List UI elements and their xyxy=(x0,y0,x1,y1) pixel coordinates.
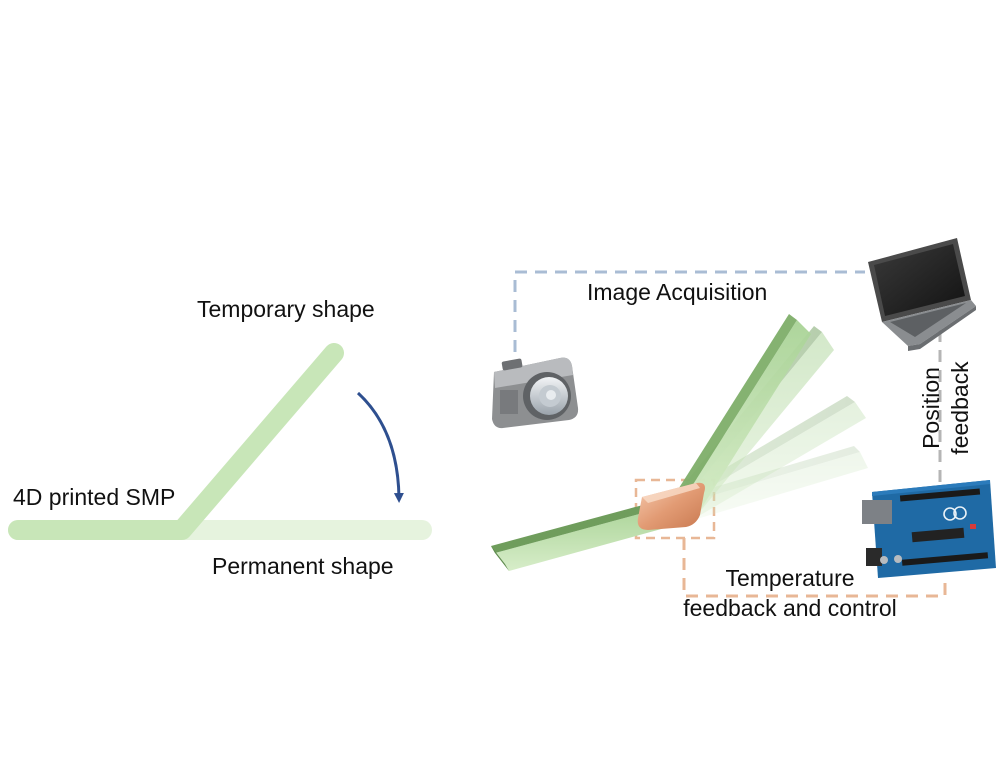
position-label-line1: Position xyxy=(918,367,944,449)
temperature-label-line2: feedback and control xyxy=(683,595,897,621)
camera-icon xyxy=(492,357,579,429)
camera-to-laptop-line xyxy=(513,270,865,352)
temporary-shape-strip xyxy=(8,343,344,540)
beam-positions xyxy=(491,314,868,571)
position-label-line2: feedback xyxy=(947,361,973,455)
printed-smp-label: 4D printed SMP xyxy=(13,484,176,510)
image-acquisition-label: Image Acquisition xyxy=(587,279,768,305)
temperature-label-line1: Temperature xyxy=(725,565,855,591)
arduino-board-icon xyxy=(862,480,996,578)
laptop-icon xyxy=(868,238,976,351)
permanent-shape-label: Permanent shape xyxy=(212,553,394,579)
heater-pad-icon xyxy=(637,482,705,530)
temporary-shape-label: Temporary shape xyxy=(197,296,375,322)
recovery-arrow xyxy=(356,391,404,503)
